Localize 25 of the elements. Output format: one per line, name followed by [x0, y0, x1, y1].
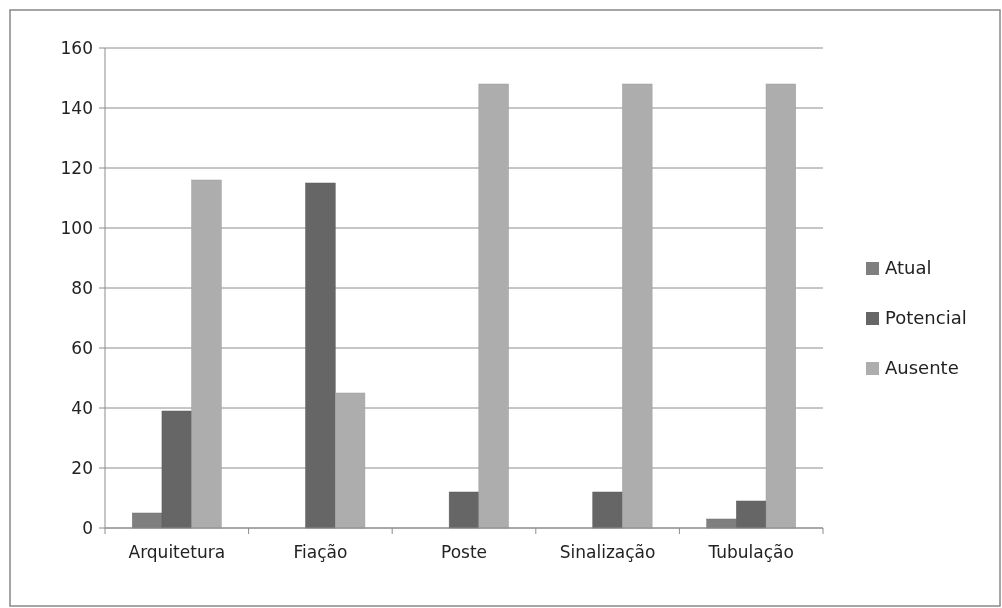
bar	[765, 83, 796, 529]
legend-label: Potencial	[885, 307, 967, 329]
bar	[478, 83, 509, 529]
x-tick-label: Poste	[440, 542, 488, 562]
bar	[448, 491, 480, 529]
y-tick-label: 160	[60, 37, 93, 58]
x-tick-label: Fiação	[293, 542, 348, 562]
x-tick-label: Tubulação	[707, 542, 794, 562]
y-tick-label: 80	[71, 277, 93, 298]
y-tick-label: 140	[60, 97, 93, 118]
bar	[622, 83, 653, 529]
y-tick-label: 20	[71, 457, 93, 478]
y-tick-label: 60	[71, 337, 93, 358]
x-tick-label: Sinalização	[559, 542, 656, 562]
bar	[334, 392, 366, 529]
x-tick-label: Arquitetura	[128, 542, 226, 562]
legend-label: Atual	[885, 257, 932, 279]
y-tick-label: 100	[60, 217, 93, 238]
y-tick-label: 120	[60, 157, 93, 178]
legend-label: Ausente	[885, 357, 959, 379]
bar	[191, 179, 222, 529]
y-tick-label: 40	[71, 397, 93, 418]
bar	[305, 182, 336, 529]
y-tick-label: 0	[82, 517, 93, 538]
bar	[592, 491, 623, 529]
